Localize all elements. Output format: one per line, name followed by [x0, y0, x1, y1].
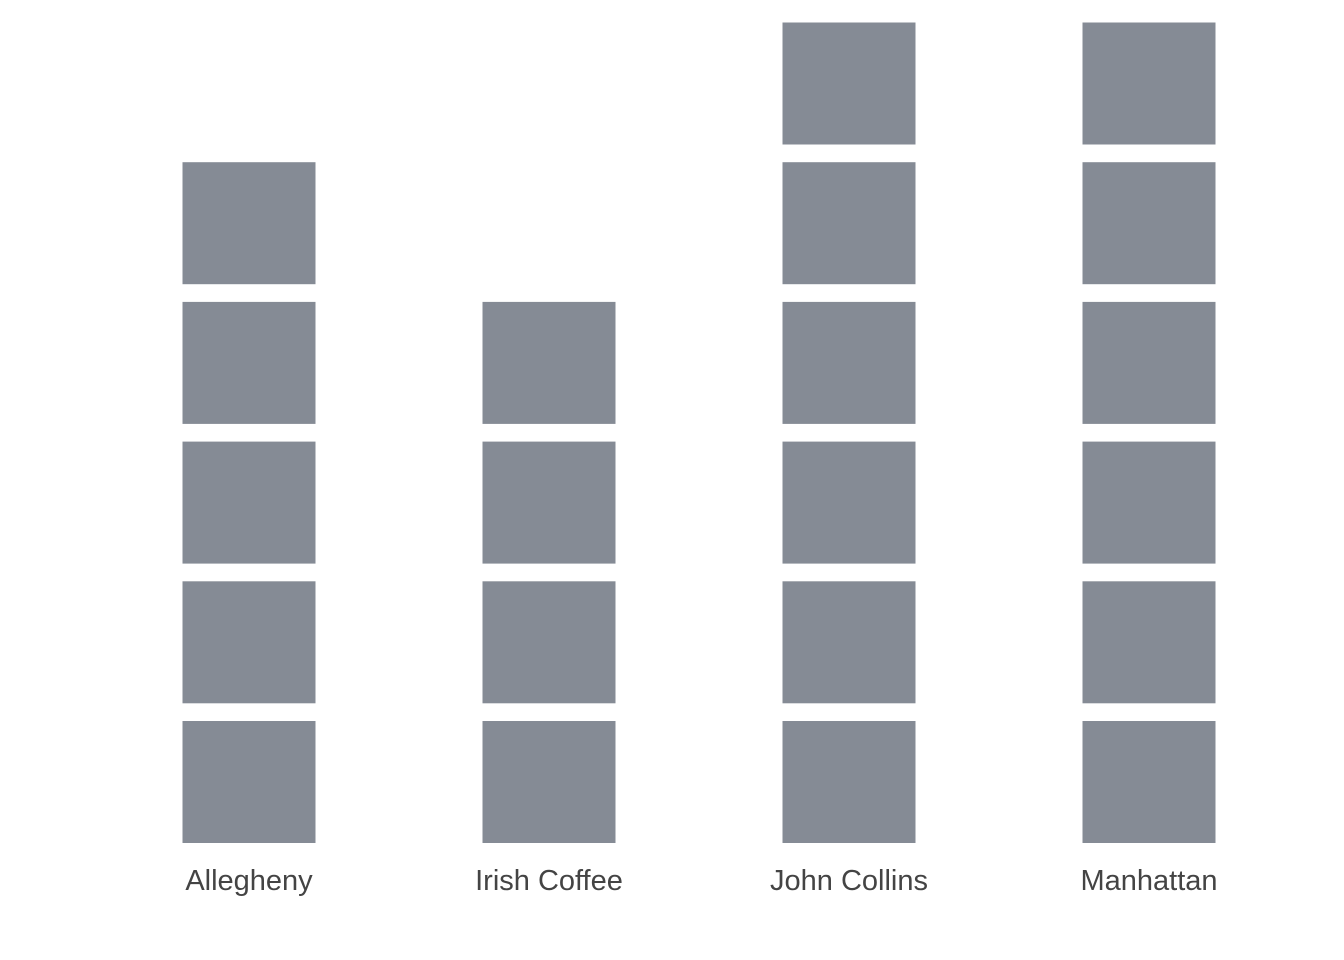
category-label: Manhattan — [1080, 865, 1217, 897]
unit-block-allegheny-1 — [182, 721, 316, 843]
unit-block-manhattan-3 — [1082, 441, 1216, 564]
unit-blocks — [182, 22, 1216, 843]
unit-block-allegheny-2 — [182, 581, 316, 704]
unit-block-manhattan-4 — [1082, 301, 1216, 424]
unit-block-manhattan-2 — [1082, 581, 1216, 704]
unit-block-irish-coffee-3 — [482, 441, 616, 564]
unit-block-john-collins-6 — [782, 22, 916, 145]
unit-block-irish-coffee-2 — [482, 581, 616, 704]
category-label: Irish Coffee — [475, 865, 623, 897]
unit-block-john-collins-5 — [782, 162, 916, 285]
unit-block-allegheny-4 — [182, 301, 316, 424]
unit-block-john-collins-4 — [782, 301, 916, 424]
unit-block-manhattan-6 — [1082, 22, 1216, 145]
unit-block-manhattan-5 — [1082, 162, 1216, 285]
unit-block-manhattan-1 — [1082, 721, 1216, 843]
unit-block-allegheny-3 — [182, 441, 316, 564]
unit-block-irish-coffee-1 — [482, 721, 616, 843]
unit-block-john-collins-2 — [782, 581, 916, 704]
unit-block-john-collins-1 — [782, 721, 916, 843]
unit-block-allegheny-5 — [182, 162, 316, 285]
category-label: John Collins — [770, 865, 928, 897]
unit-block-irish-coffee-4 — [482, 301, 616, 424]
unit-block-john-collins-3 — [782, 441, 916, 564]
category-labels: Allegheny Irish Coffee John Collins Manhatt… — [185, 865, 1217, 897]
category-label: Allegheny — [185, 865, 313, 897]
